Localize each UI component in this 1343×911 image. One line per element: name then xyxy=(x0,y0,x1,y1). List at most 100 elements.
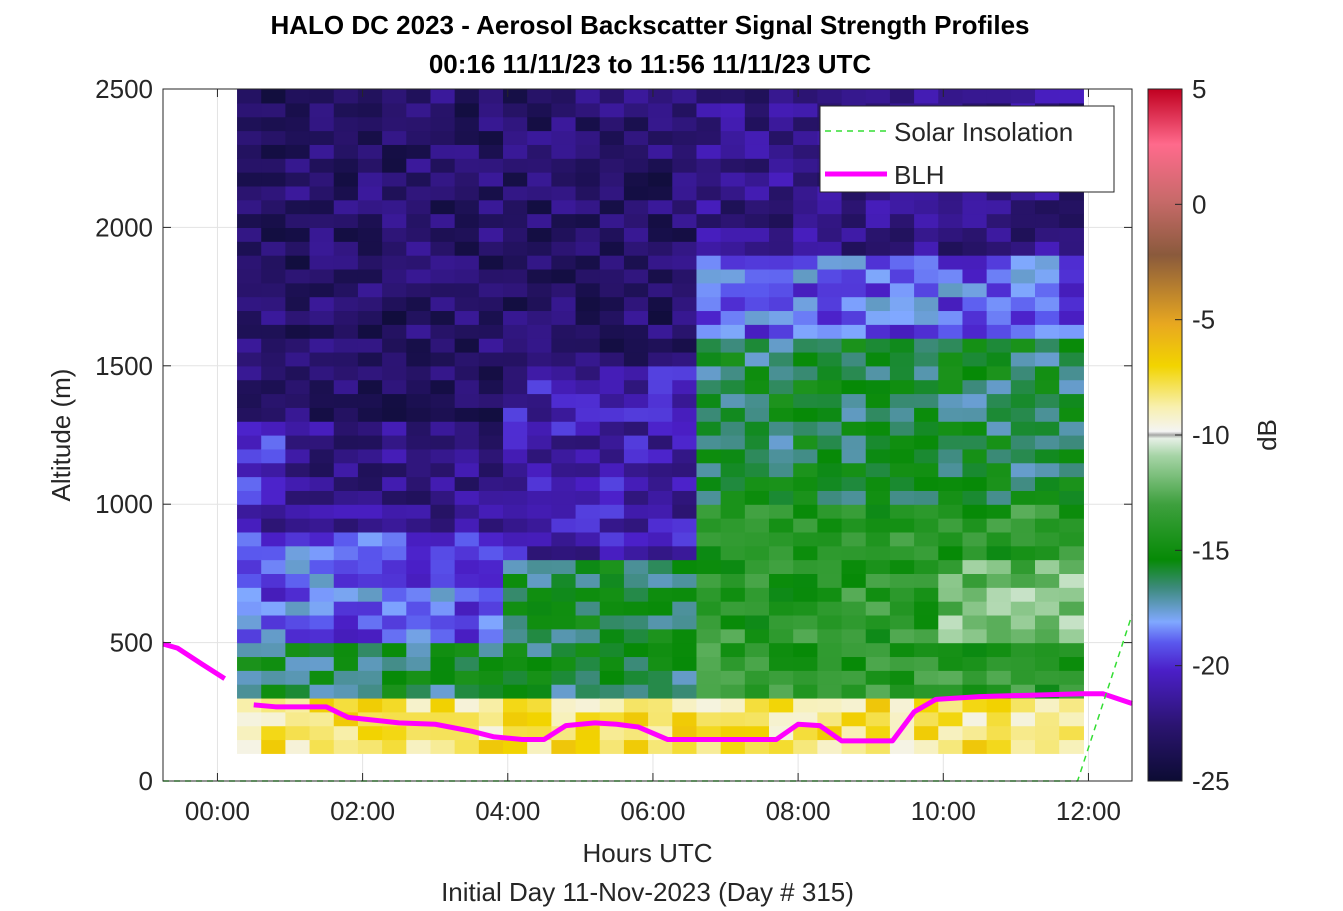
heatmap-cell xyxy=(599,296,625,312)
heatmap-cell xyxy=(285,559,311,574)
heatmap-cell xyxy=(962,490,988,505)
heatmap-cell xyxy=(914,89,939,104)
heatmap-cell xyxy=(382,504,407,519)
heatmap-cell xyxy=(454,448,480,464)
heatmap-cell xyxy=(889,365,915,381)
heatmap-cell xyxy=(478,573,504,588)
heatmap-cell xyxy=(962,614,988,630)
colorbar-tick-label: -20 xyxy=(1192,651,1230,681)
heatmap-cell xyxy=(285,448,311,464)
heatmap-cell xyxy=(237,89,262,104)
heatmap-cell xyxy=(696,504,722,519)
heatmap-cell xyxy=(285,365,311,381)
heatmap-cell xyxy=(623,407,649,422)
heatmap-cell xyxy=(817,490,843,505)
heatmap-cell xyxy=(938,351,964,367)
heatmap-cell xyxy=(841,421,867,436)
heatmap-cell xyxy=(454,89,480,104)
heatmap-cell xyxy=(1059,504,1084,519)
heatmap-cell xyxy=(382,213,407,228)
heatmap-cell xyxy=(938,379,964,395)
heatmap-cell xyxy=(599,448,625,464)
heatmap-cell xyxy=(1059,628,1084,644)
heatmap-cell xyxy=(648,379,673,395)
heatmap-cell xyxy=(478,144,504,159)
heatmap-cell xyxy=(1010,559,1036,574)
heatmap-cell xyxy=(938,559,964,574)
heatmap-cell xyxy=(333,518,359,533)
heatmap-cell xyxy=(575,338,601,353)
heatmap-cell xyxy=(237,365,262,381)
heatmap-cell xyxy=(454,614,480,630)
heatmap-cell xyxy=(769,684,794,699)
heatmap-cell xyxy=(672,462,698,478)
heatmap-cell xyxy=(309,545,335,561)
heatmap-cell xyxy=(357,227,383,242)
heatmap-cell xyxy=(769,614,794,630)
heatmap-cell xyxy=(914,448,939,464)
heatmap-cell xyxy=(382,462,407,478)
heatmap-cell xyxy=(696,725,722,741)
heatmap-cell xyxy=(382,587,407,602)
heatmap-cell xyxy=(333,241,359,256)
heatmap-cell xyxy=(986,241,1012,256)
heatmap-cell xyxy=(696,158,722,173)
heatmap-cell xyxy=(503,531,528,547)
heatmap-cell xyxy=(357,365,383,381)
heatmap-cell xyxy=(914,435,939,450)
heatmap-cell xyxy=(333,172,359,187)
heatmap-cell xyxy=(382,116,407,132)
heatmap-cell xyxy=(648,102,673,118)
heatmap-cell xyxy=(430,324,456,339)
heatmap-cell xyxy=(648,296,673,312)
heatmap-cell xyxy=(599,89,625,104)
heatmap-cell xyxy=(696,310,722,325)
heatmap-cell xyxy=(914,421,939,436)
heatmap-cell xyxy=(889,518,915,533)
heatmap-cell xyxy=(672,185,698,201)
heatmap-cell xyxy=(406,573,432,588)
heatmap-cell xyxy=(793,462,818,478)
heatmap-cell xyxy=(1010,227,1036,242)
heatmap-cell xyxy=(237,628,262,644)
heatmap-cell xyxy=(1010,241,1036,256)
heatmap-cell xyxy=(914,531,939,547)
heatmap-cell xyxy=(817,504,843,519)
heatmap-cell xyxy=(889,282,915,298)
heatmap-cell xyxy=(309,296,335,312)
heatmap-cell xyxy=(817,656,843,671)
heatmap-cell xyxy=(551,559,577,574)
heatmap-cell xyxy=(551,393,577,408)
heatmap-cell xyxy=(769,739,794,754)
heatmap-cell xyxy=(261,421,286,436)
heatmap-cell xyxy=(841,642,867,658)
heatmap-cell xyxy=(1059,725,1084,741)
heatmap-cell xyxy=(527,89,552,104)
heatmap-cell xyxy=(648,656,673,671)
heatmap-cell xyxy=(503,338,528,353)
heatmap-cell xyxy=(817,448,843,464)
heatmap-cell xyxy=(357,255,383,270)
heatmap-cell xyxy=(454,130,480,145)
heatmap-cell xyxy=(623,684,649,699)
heatmap-cell xyxy=(333,185,359,201)
heatmap-cell xyxy=(1059,421,1084,436)
heatmap-cell xyxy=(261,310,286,325)
heatmap-cell xyxy=(914,518,939,533)
heatmap-cell xyxy=(793,435,818,450)
heatmap-cell xyxy=(430,448,456,464)
heatmap-cell xyxy=(744,268,770,284)
heatmap-cell xyxy=(333,739,359,754)
heatmap-cell xyxy=(599,614,625,630)
heatmap-cell xyxy=(769,462,794,478)
heatmap-cell xyxy=(817,614,843,630)
heatmap-cell xyxy=(599,351,625,367)
heatmap-cell xyxy=(478,130,504,145)
heatmap-cell xyxy=(309,116,335,132)
heatmap-cell xyxy=(382,614,407,630)
heatmap-cell xyxy=(938,670,964,685)
heatmap-cell xyxy=(986,559,1012,574)
heatmap-cell xyxy=(357,448,383,464)
heatmap-cell xyxy=(720,102,746,118)
heatmap-cell xyxy=(527,282,552,298)
